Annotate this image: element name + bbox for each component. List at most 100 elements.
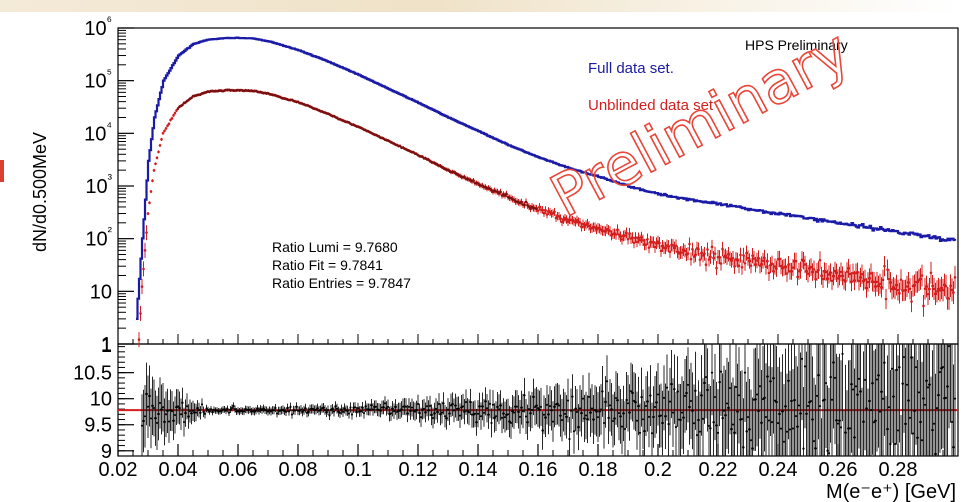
ratio-data-point: [392, 410, 396, 413]
unblinded-data-point: [856, 270, 859, 274]
unblinded-data-point: [581, 222, 585, 226]
ratio-data-point: [812, 440, 816, 443]
unblinded-data-point: [802, 259, 805, 262]
unblinded-data-point: [623, 234, 627, 237]
ratio-data-point: [823, 398, 826, 401]
ratio-data-point: [386, 405, 390, 408]
ratio-y-tick-label: 10.5: [73, 363, 112, 385]
ratio-data-point: [685, 391, 688, 395]
ratio-data-point: [679, 418, 682, 422]
unblinded-data-point: [616, 228, 619, 231]
unblinded-data-point: [620, 238, 624, 241]
ratio-data-point: [886, 428, 889, 431]
unblinded-data-point: [541, 208, 544, 212]
ratio-data-point: [394, 405, 397, 408]
ratio-data-point: [457, 407, 460, 410]
unblinded-data-point: [893, 287, 897, 291]
ratio-data-point: [841, 352, 844, 355]
ratio-data-point: [188, 409, 192, 413]
unblinded-data-point: [140, 285, 144, 288]
ratio-data-point: [922, 397, 925, 400]
ratio-data-point: [316, 407, 319, 410]
unblinded-data-point: [706, 248, 709, 251]
ratio-data-point: [262, 407, 265, 410]
ratio-data-point: [586, 418, 589, 421]
ratio-data-point: [824, 381, 828, 385]
unblinded-data-point: [655, 241, 658, 245]
ratio-data-point: [445, 417, 448, 420]
ratio-data-point: [337, 410, 340, 413]
ratio-data-point: [784, 405, 787, 408]
ratio-data-point: [203, 412, 207, 416]
ratio-data-point: [473, 412, 477, 415]
ratio-data-point: [229, 408, 232, 411]
ratio-data-point: [152, 406, 156, 410]
preliminary-watermark: Preliminary: [540, 17, 861, 231]
ratio-data-point: [451, 403, 454, 406]
ratio-data-point: [395, 410, 399, 414]
ratio-data-point: [608, 404, 612, 407]
unblinded-data-point: [868, 276, 871, 280]
unblinded-data-point: [865, 286, 868, 290]
unblinded-data-point: [658, 241, 661, 245]
ratio-data-point: [763, 396, 766, 400]
ratio-data-point: [520, 406, 523, 409]
ratio-data-point: [941, 366, 945, 369]
ratio-data-point: [347, 412, 351, 415]
ratio-data-point: [232, 404, 235, 407]
ratio-data-point: [548, 404, 552, 408]
ratio-data-point: [856, 393, 859, 396]
ratio-data-point: [787, 379, 790, 382]
unblinded-data-point: [760, 262, 763, 266]
ratio-data-point: [493, 416, 496, 419]
ratio-data-point: [311, 407, 315, 410]
ratio-data-point: [662, 396, 666, 399]
ratio-data-point: [364, 405, 367, 408]
ratio-data-point: [197, 409, 201, 412]
ratio-data-point: [527, 408, 531, 411]
unblinded-data-point: [953, 276, 957, 279]
ratio-data-point: [661, 421, 664, 425]
ratio-data-point: [883, 361, 886, 364]
ratio-data-point: [446, 408, 450, 411]
ratio-x-tick-label: 0.22: [699, 459, 738, 481]
unblinded-data-point: [919, 277, 922, 281]
ratio-data-point: [595, 410, 598, 413]
ratio-data-point: [176, 405, 180, 408]
ratio-data-point: [464, 401, 468, 404]
ratio-data-point: [593, 408, 597, 412]
ratio-data-point: [767, 419, 771, 422]
unblinded-data-point: [632, 241, 636, 245]
ratio-data-point: [536, 407, 540, 410]
ratio-data-point: [323, 408, 327, 412]
ratio-data-point: [851, 388, 855, 391]
ratio-data-point: [356, 407, 360, 410]
ratio-data-point: [350, 413, 354, 416]
unblinded-data-point: [593, 226, 597, 229]
unblinded-data-point: [161, 131, 165, 135]
unblinded-data-point: [725, 256, 729, 259]
unblinded-data-point: [754, 263, 757, 266]
ratio-data-point: [836, 422, 840, 425]
ratio-data-point: [289, 405, 292, 408]
unblinded-data-point: [560, 220, 564, 224]
ratio-data-point: [865, 407, 868, 410]
ratio-data-point: [686, 383, 690, 386]
unblinded-data-point: [586, 222, 589, 225]
ratio-data-point: [400, 408, 403, 411]
unblinded-data-point: [767, 271, 771, 275]
ratio-data-point: [497, 408, 501, 411]
unblinded-data-point: [910, 300, 913, 303]
ratio-data-point: [598, 410, 601, 413]
ratio-data-point: [773, 399, 777, 402]
ratio-data-point: [467, 411, 471, 414]
ratio-data-point: [935, 407, 939, 410]
ratio-data-point: [725, 402, 729, 405]
ratio-data-point: [709, 427, 712, 430]
ratio-data-point: [754, 398, 757, 401]
ratio-data-point: [353, 406, 357, 409]
ratio-data-point: [854, 385, 858, 388]
unblinded-data-point: [757, 256, 760, 260]
unblinded-data-point: [724, 254, 727, 258]
